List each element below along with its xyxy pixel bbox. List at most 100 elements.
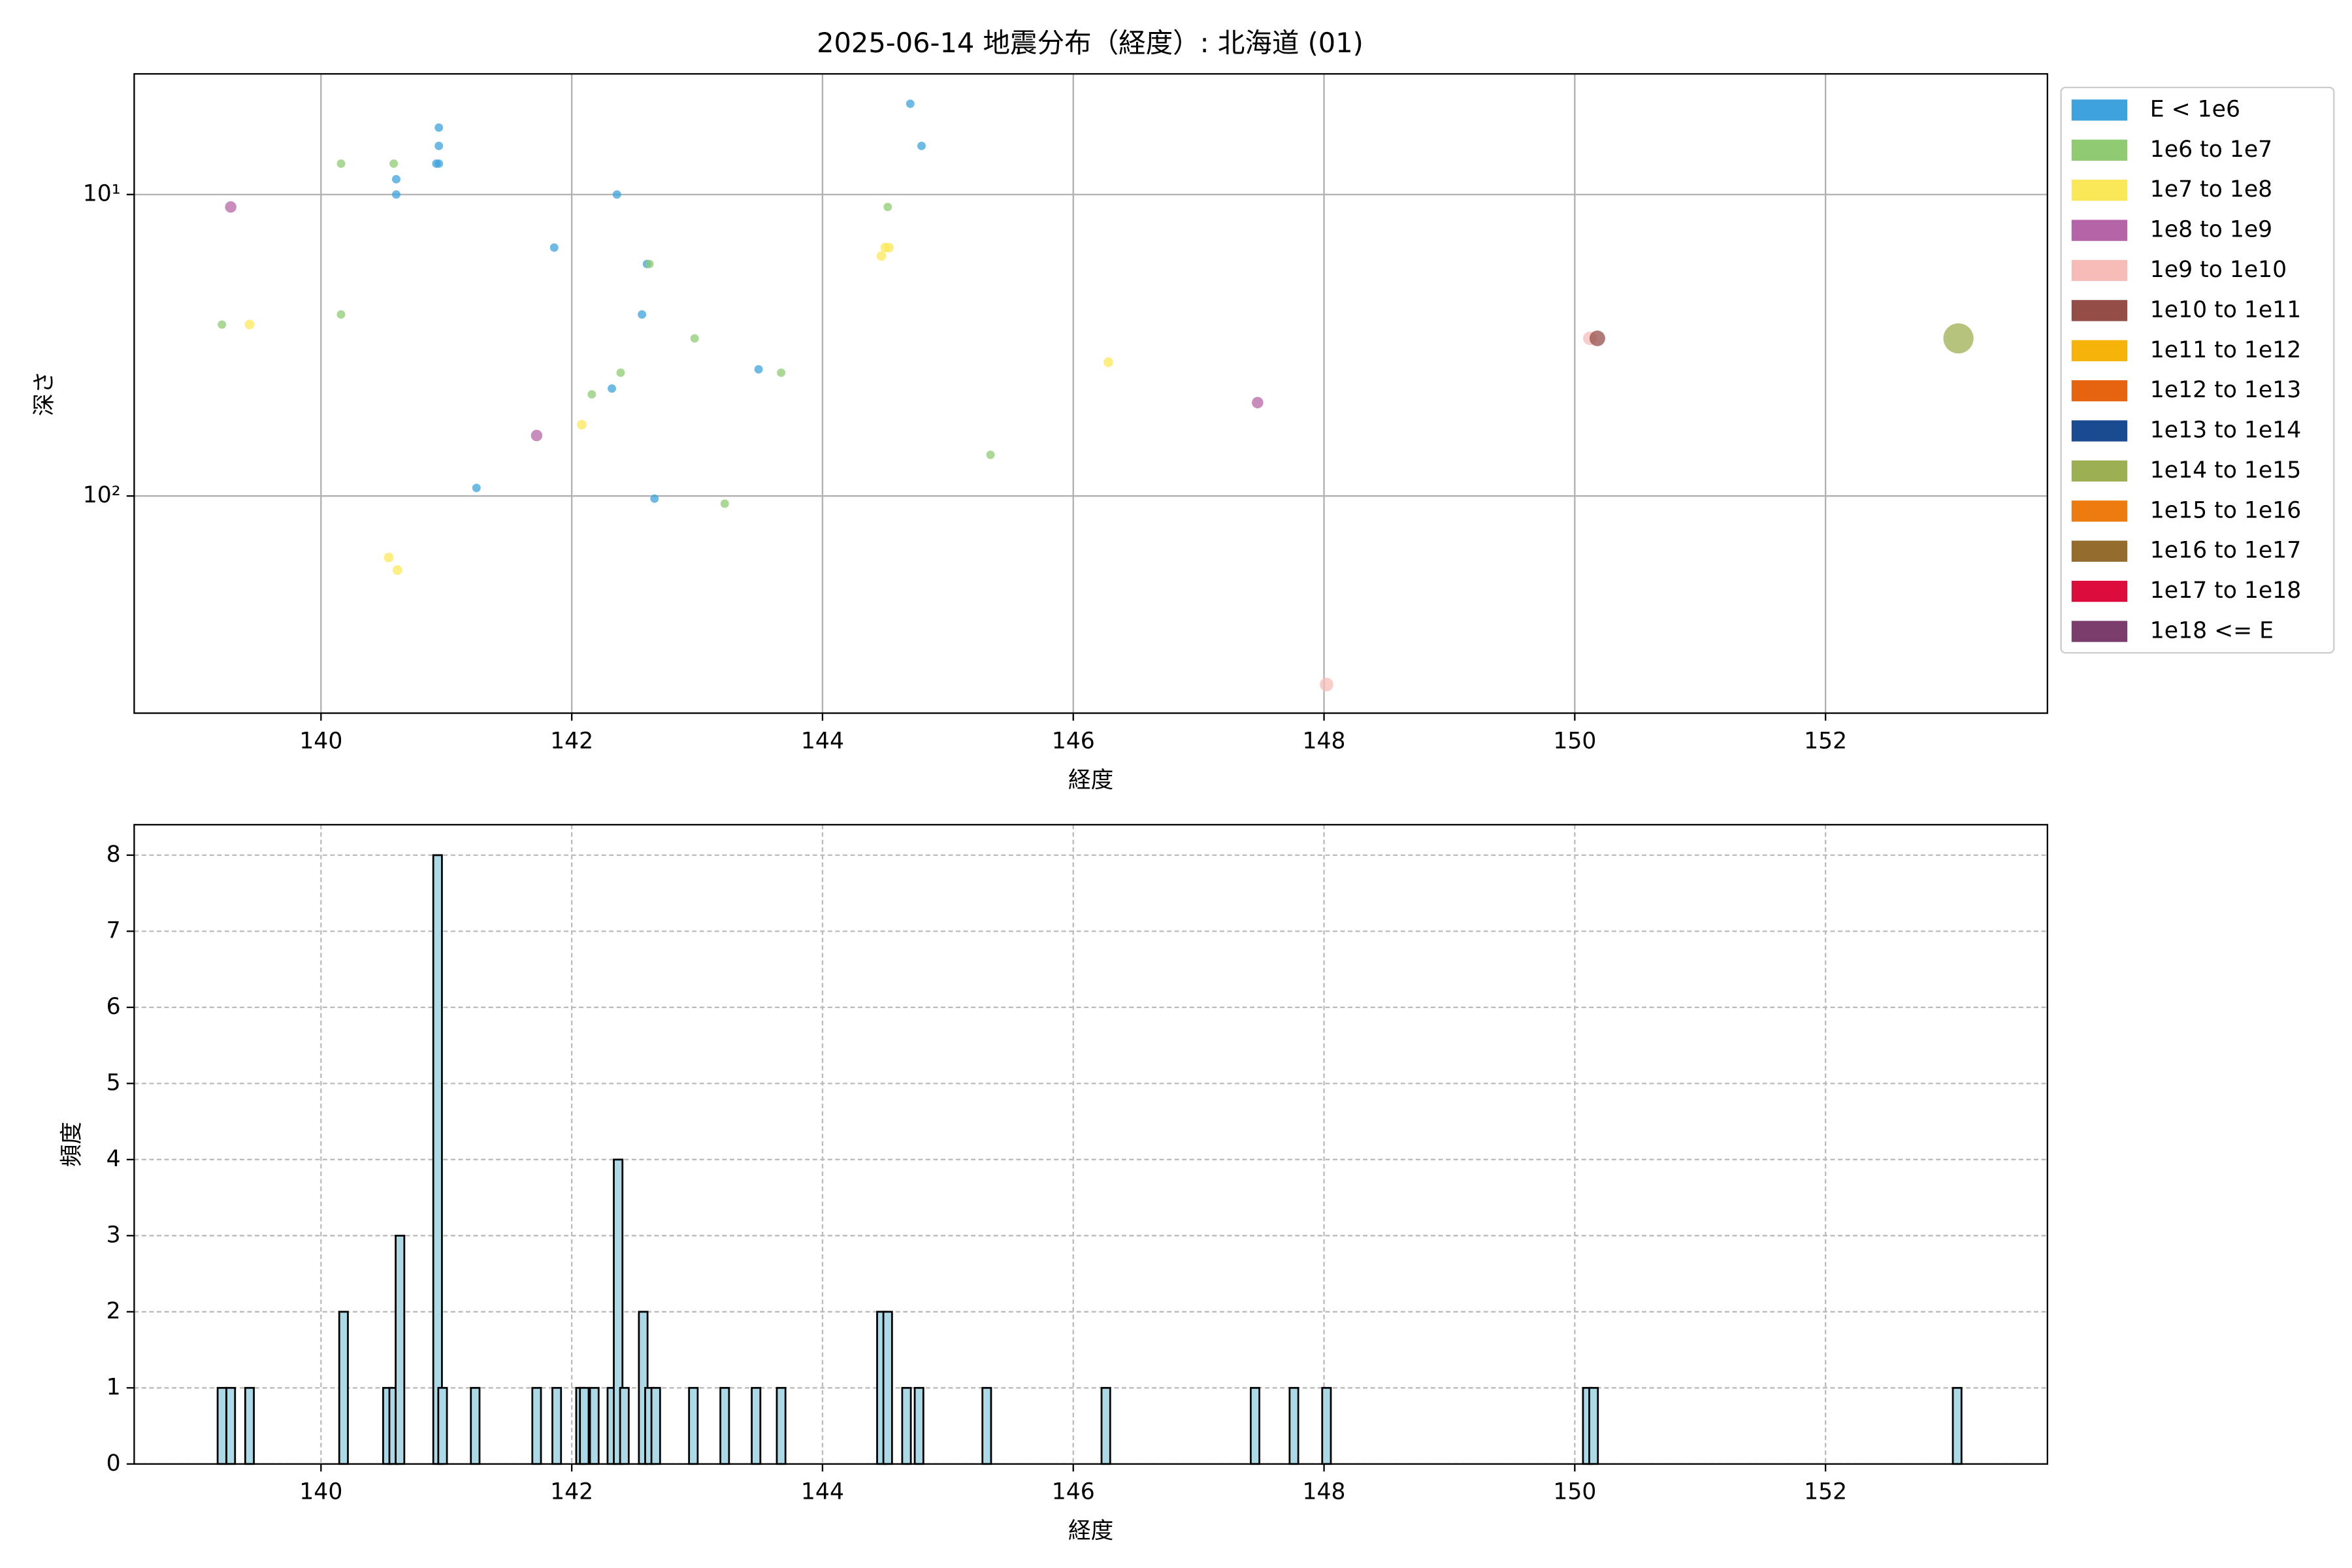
histogram-bar bbox=[225, 1386, 237, 1465]
scatter-point bbox=[883, 203, 892, 212]
histogram-bar bbox=[776, 1386, 787, 1465]
chart-title: 2025-06-14 地震分布（経度）: 北海道 (01) bbox=[817, 27, 1364, 59]
y-tick-label: 8 bbox=[106, 841, 121, 868]
legend-swatch bbox=[2071, 540, 2128, 562]
x-tick-label: 144 bbox=[801, 728, 844, 754]
histogram-bar bbox=[531, 1386, 542, 1465]
scatter-point bbox=[434, 123, 444, 132]
scatter-point bbox=[392, 174, 400, 184]
histogram-bar bbox=[688, 1386, 699, 1465]
scatter-point bbox=[225, 201, 237, 213]
histogram-bar bbox=[437, 1386, 448, 1465]
histogram-bar bbox=[1321, 1386, 1332, 1465]
legend-swatch bbox=[2071, 180, 2128, 201]
histogram-bar bbox=[432, 854, 443, 1465]
histogram-bar bbox=[981, 1386, 992, 1465]
y-tick-label: 3 bbox=[106, 1222, 121, 1248]
legend-swatch bbox=[2071, 380, 2128, 402]
x-tick-label: 150 bbox=[1553, 1479, 1596, 1505]
legend-label: 1e11 to 1e12 bbox=[2150, 337, 2301, 363]
x-tick-label: 146 bbox=[1052, 1479, 1095, 1505]
scatter-point bbox=[577, 419, 587, 430]
legend-label: 1e6 to 1e7 bbox=[2150, 137, 2272, 163]
histogram-bar bbox=[882, 1311, 893, 1465]
legend-label: 1e9 to 1e10 bbox=[2150, 257, 2287, 283]
scatter-point bbox=[1103, 357, 1113, 367]
legend-label: 1e18 <= E bbox=[2150, 617, 2274, 644]
legend-label: 1e16 to 1e17 bbox=[2150, 538, 2301, 564]
y-axis-label: 深さ bbox=[31, 371, 57, 416]
scatter-point bbox=[638, 310, 647, 319]
y-tick-label: 6 bbox=[106, 994, 121, 1020]
histogram-bar bbox=[589, 1386, 600, 1465]
x-tick-label: 144 bbox=[801, 1479, 844, 1505]
y-tick-label: 5 bbox=[106, 1070, 121, 1096]
scatter-point bbox=[616, 368, 625, 377]
scatter-point bbox=[384, 553, 394, 563]
histogram-bar bbox=[1952, 1386, 1963, 1465]
scatter-point bbox=[608, 384, 617, 393]
scatter-point bbox=[986, 450, 995, 459]
legend-swatch bbox=[2071, 500, 2128, 522]
scatter-point bbox=[392, 565, 402, 575]
scatter-point bbox=[690, 334, 699, 343]
scatter-point bbox=[1589, 330, 1605, 346]
histogram-bar bbox=[579, 1386, 590, 1465]
legend-swatch bbox=[2071, 420, 2128, 442]
legend-swatch bbox=[2071, 99, 2128, 121]
x-tick-label: 142 bbox=[550, 728, 593, 754]
histogram-bar bbox=[619, 1386, 630, 1465]
x-tick-label: 152 bbox=[1804, 1479, 1847, 1505]
histogram-bar bbox=[551, 1386, 563, 1465]
x-tick-label: 140 bbox=[299, 728, 342, 754]
scatter-point bbox=[1943, 323, 1974, 353]
histogram-bar bbox=[216, 1386, 227, 1465]
x-tick-label: 148 bbox=[1303, 728, 1346, 754]
legend-swatch bbox=[2071, 300, 2128, 321]
scatter-point bbox=[587, 390, 596, 399]
scatter-point bbox=[1252, 397, 1264, 409]
legend-swatch bbox=[2071, 580, 2128, 602]
scatter-point bbox=[884, 242, 894, 253]
histogram-bar bbox=[650, 1386, 661, 1465]
scatter-point bbox=[754, 365, 763, 374]
x-tick-label: 148 bbox=[1303, 1479, 1346, 1505]
legend-swatch bbox=[2071, 259, 2128, 282]
scatter-point bbox=[549, 243, 559, 252]
x-axis-label: 経度 bbox=[1068, 767, 1113, 793]
histogram-bar bbox=[244, 1386, 255, 1465]
scatter-point bbox=[244, 319, 255, 330]
scatter-point bbox=[917, 141, 926, 150]
histogram-bar bbox=[1588, 1386, 1599, 1465]
scatter-point bbox=[1320, 678, 1333, 692]
histogram-bar bbox=[470, 1386, 481, 1465]
y-tick-label: 7 bbox=[106, 917, 121, 943]
legend-label: 1e15 to 1e16 bbox=[2150, 497, 2301, 523]
y-tick-label: 2 bbox=[106, 1298, 121, 1324]
scatter-point bbox=[472, 483, 481, 493]
legend-label: E < 1e6 bbox=[2150, 96, 2240, 122]
legend-swatch bbox=[2071, 139, 2128, 161]
histogram-bar bbox=[395, 1234, 406, 1465]
scatter-point bbox=[876, 251, 887, 261]
x-tick-label: 140 bbox=[299, 1479, 342, 1505]
legend-swatch bbox=[2071, 621, 2128, 642]
scatter-point bbox=[650, 494, 659, 503]
legend-label: 1e10 to 1e11 bbox=[2150, 297, 2301, 323]
histogram-bar bbox=[913, 1386, 924, 1465]
y-tick-label: 10¹ bbox=[83, 181, 121, 207]
plot-frame bbox=[133, 824, 2048, 1465]
legend-label: 1e14 to 1e15 bbox=[2150, 457, 2301, 483]
legend-label: 1e12 to 1e13 bbox=[2150, 377, 2301, 403]
scatter-point bbox=[336, 310, 346, 319]
x-tick-label: 146 bbox=[1052, 728, 1095, 754]
histogram-bar bbox=[1288, 1386, 1299, 1465]
plot-frame bbox=[133, 73, 2048, 714]
scatter-point bbox=[645, 259, 654, 269]
scatter-point bbox=[612, 190, 621, 199]
x-tick-label: 142 bbox=[550, 1479, 593, 1505]
scatter-point bbox=[336, 159, 346, 168]
y-tick-label: 10² bbox=[83, 482, 121, 508]
histogram-bar bbox=[901, 1386, 912, 1465]
